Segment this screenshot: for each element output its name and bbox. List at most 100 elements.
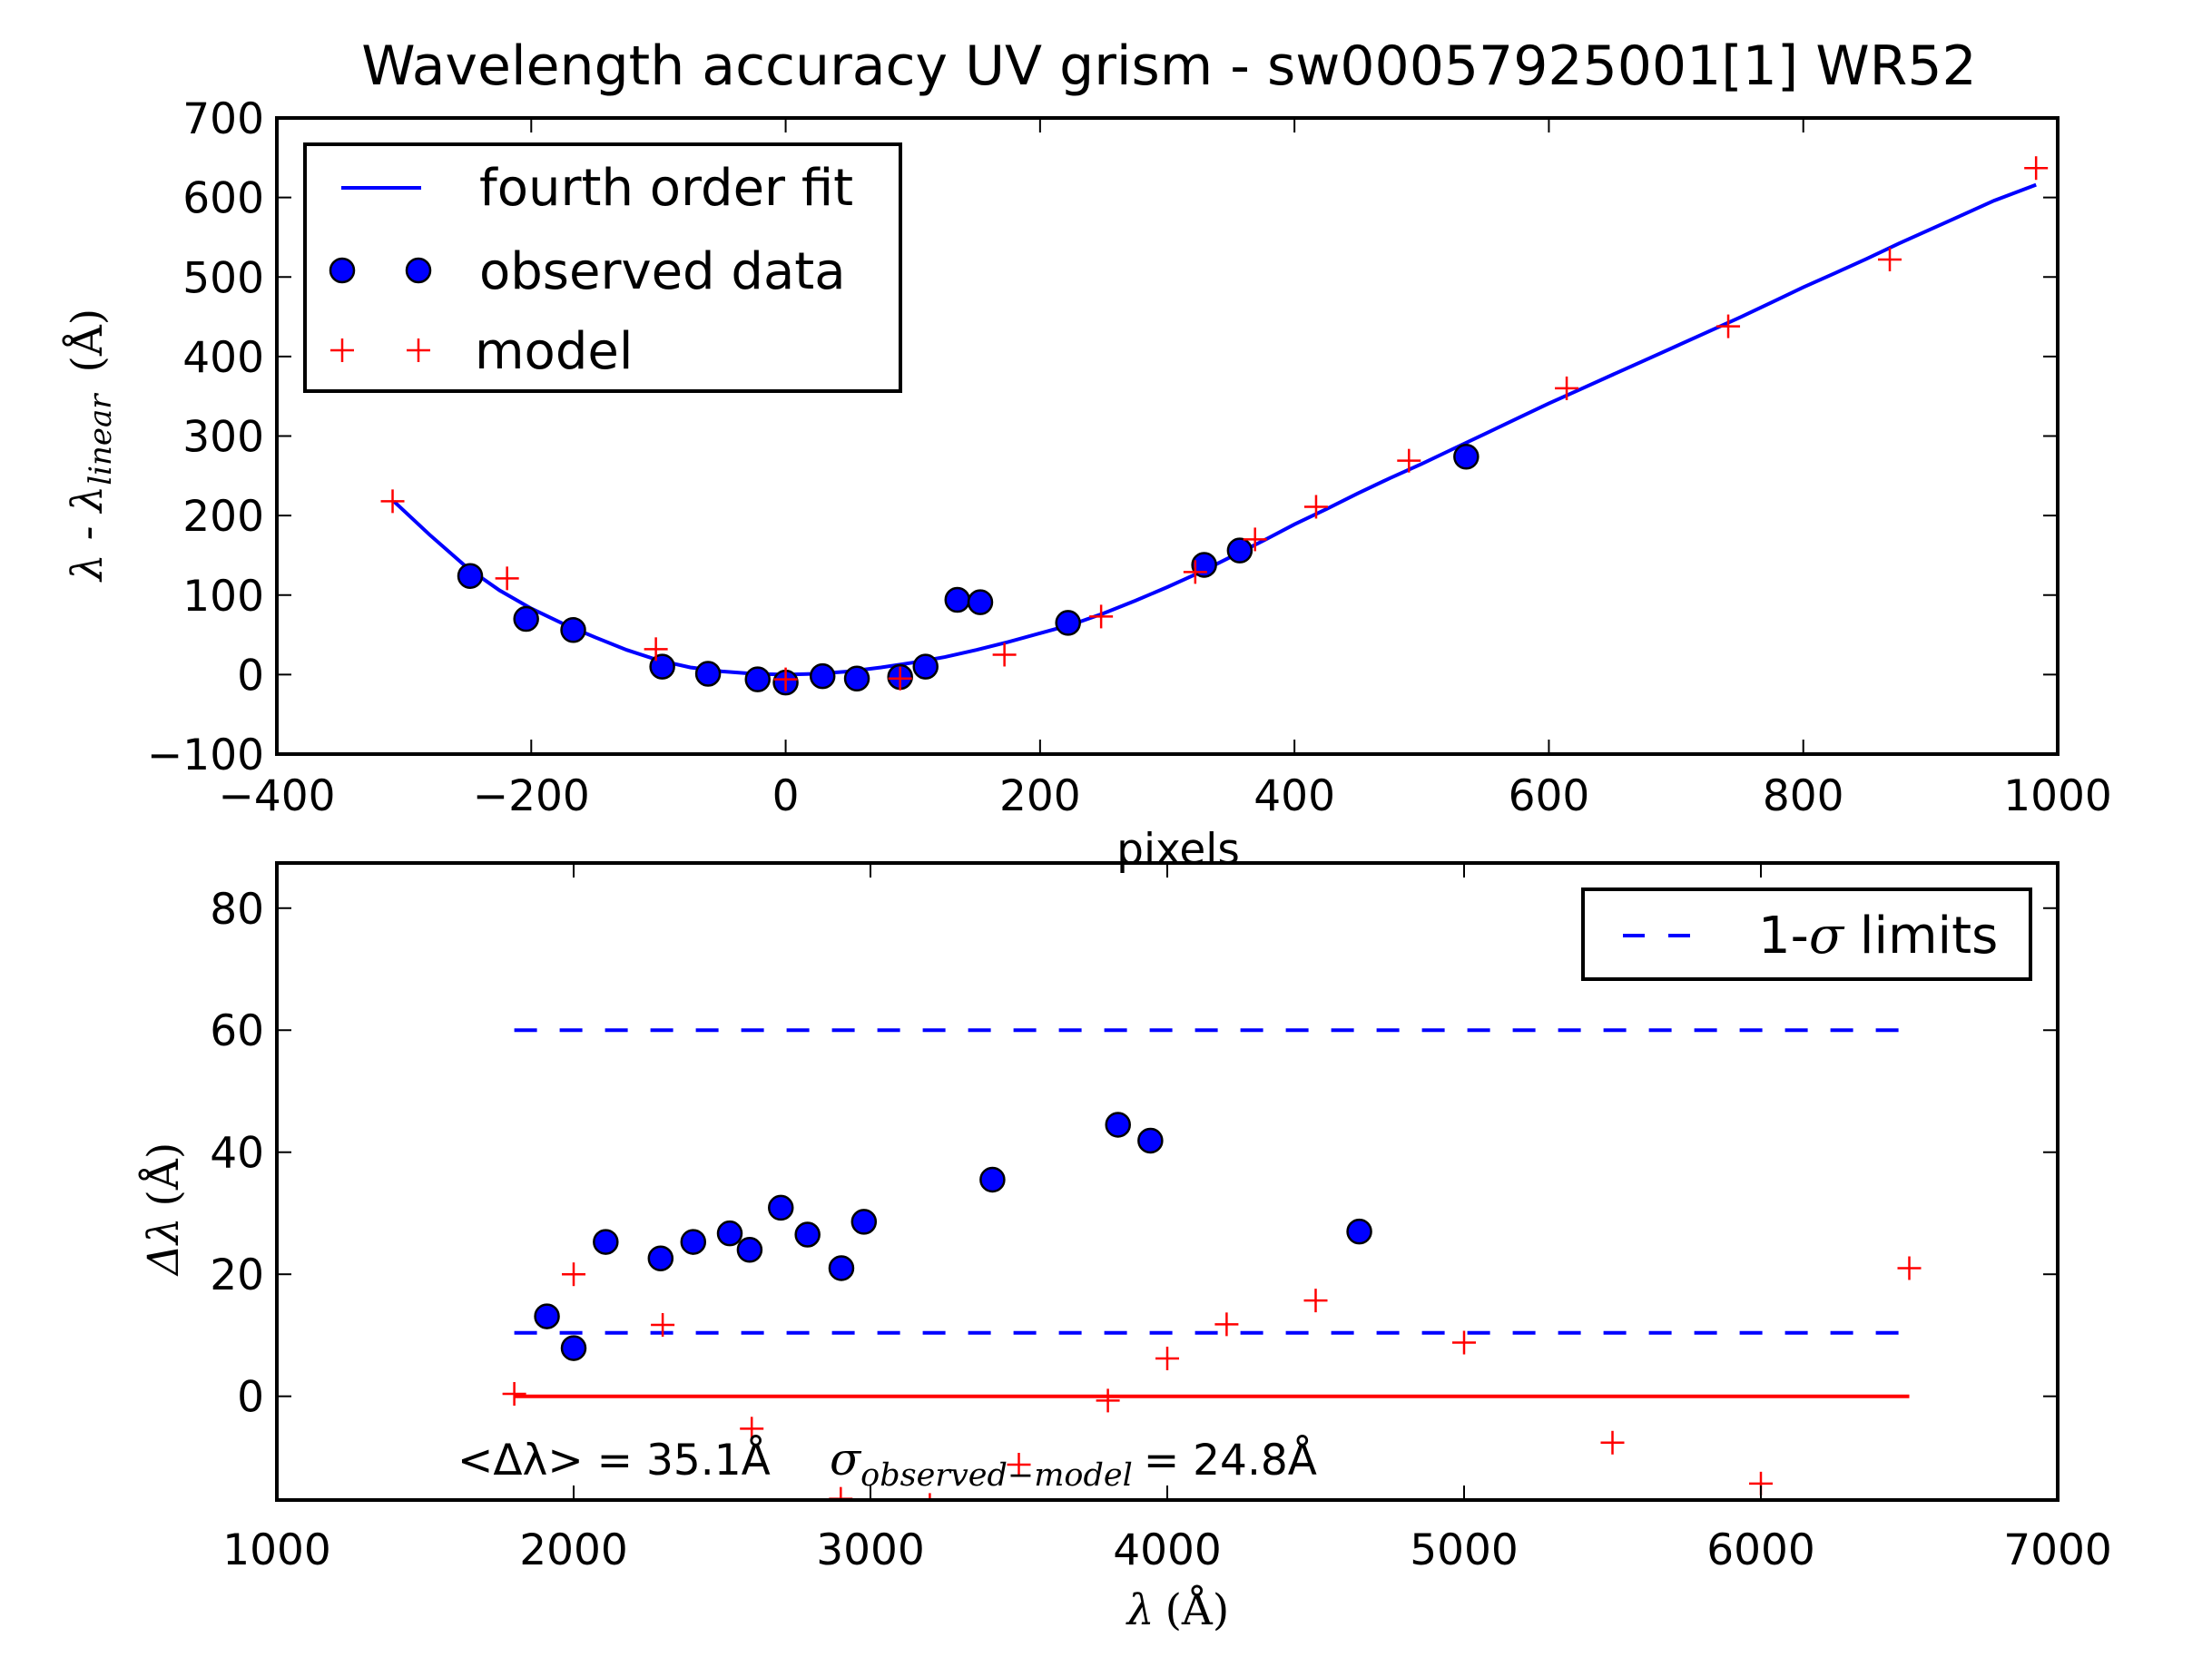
model-point <box>1716 314 1741 338</box>
top-y-label-unit: (Å) <box>62 309 113 373</box>
model-point <box>651 1313 675 1338</box>
legend-limits-sigma: σ <box>1809 907 1845 966</box>
x-tick-label: 7000 <box>2003 1525 2112 1575</box>
observed-point <box>649 653 675 680</box>
model-point <box>1007 1453 1031 1476</box>
observed-point <box>843 665 870 692</box>
bottom-x-axis-label: λ (Å) <box>1126 1584 1229 1635</box>
model-point <box>1096 1388 1120 1413</box>
top-plot-data <box>380 156 2049 696</box>
x-tick-label: 6000 <box>1706 1525 1815 1575</box>
model-point <box>1303 495 1328 519</box>
observed-point <box>828 1255 855 1281</box>
y-tick-label: 600 <box>182 174 264 224</box>
observed-point <box>534 1303 560 1329</box>
observed-point <box>680 1229 707 1255</box>
x-tick-label: 800 <box>1763 771 1844 821</box>
observed-point <box>1453 444 1480 470</box>
x-tick-label: 4000 <box>1113 1525 1222 1575</box>
y-tick-label: 700 <box>182 94 264 144</box>
observed-point <box>912 653 939 680</box>
observed-point <box>1055 610 1081 636</box>
top-x-axis-label: pixels <box>1116 825 1240 875</box>
observed-point <box>794 1221 821 1248</box>
x-tick-label: −200 <box>473 771 590 821</box>
y-tick-label: 60 <box>210 1006 264 1056</box>
legend-limits-suffix: limits <box>1843 907 1998 966</box>
observed-point <box>944 586 971 613</box>
observed-point <box>809 662 836 690</box>
legend-label-limits: 1-σ limits <box>1758 907 1998 966</box>
observed-point <box>513 605 539 632</box>
bottom-x-label-unit: (Å) <box>1165 1584 1230 1635</box>
model-point <box>2024 156 2049 181</box>
legend-limits-prefix: 1- <box>1758 907 1809 966</box>
x-tick-label: 5000 <box>1410 1525 1519 1575</box>
top-y-label-subscript: linear <box>83 393 119 485</box>
model-point <box>1397 448 1421 473</box>
observed-point <box>1346 1218 1372 1245</box>
bottom-y-axis-label: Δλ (Å) <box>138 1142 189 1277</box>
x-tick-label: 200 <box>999 771 1081 821</box>
legend-model-plus-icon <box>407 338 430 362</box>
x-tick-label: 3000 <box>816 1525 925 1575</box>
model-point <box>1155 1347 1179 1370</box>
bottom-y-label-main: Δλ <box>139 1217 189 1277</box>
legend-label-observed: observed data <box>479 242 846 301</box>
model-point <box>888 666 912 691</box>
legend-label-model: model <box>475 322 633 381</box>
model-point <box>1303 1289 1328 1313</box>
model-point <box>1600 1430 1625 1455</box>
top-y-axis-label: λ - λlinear (Å) <box>62 309 119 583</box>
y-tick-label: 0 <box>237 1373 264 1423</box>
bottom-y-tick-labels: 0 20 40 60 80 <box>210 885 264 1423</box>
observed-point <box>716 1220 743 1247</box>
observed-point <box>593 1229 619 1255</box>
model-point <box>1214 1312 1239 1337</box>
observed-point <box>736 1237 763 1263</box>
model-point <box>929 1493 931 1500</box>
bottom-x-tick-labels: 1000 2000 3000 4000 5000 6000 7000 <box>222 1525 2112 1575</box>
bottom-plot-data <box>502 1028 1922 1500</box>
observed-point <box>767 1194 794 1221</box>
y-tick-label: 20 <box>210 1250 264 1300</box>
model-point <box>495 566 519 591</box>
x-tick-label: 0 <box>772 771 800 821</box>
top-legend: fourth order fit observed data model <box>303 142 902 393</box>
model-points <box>380 156 2049 691</box>
model-point <box>740 1417 764 1441</box>
model-point <box>644 637 668 662</box>
observed-point <box>744 666 771 692</box>
x-tick-label: 1000 <box>2003 771 2112 821</box>
observed-point <box>979 1166 1006 1193</box>
mean-offset-annotation: <Δλ> = 35.1Å <box>457 1436 771 1486</box>
x-tick-label: 600 <box>1509 771 1590 821</box>
x-tick-label: 400 <box>1253 771 1335 821</box>
bottom-plot-frame <box>275 861 2060 1502</box>
x-tick-label: 2000 <box>519 1525 628 1575</box>
observed-point <box>1191 552 1217 578</box>
bottom-y-label-unit: (Å) <box>138 1142 189 1207</box>
observed-point <box>560 617 586 643</box>
observed-point <box>967 589 994 615</box>
observed-point <box>647 1245 674 1271</box>
sigma-subscript: observed−model <box>860 1457 1133 1494</box>
model-point <box>562 1262 585 1287</box>
bottom-legend: 1-σ limits <box>1581 887 2032 981</box>
top-x-tick-labels: −400 −200 0 200 400 600 800 1000 <box>218 771 2111 821</box>
observed-point <box>457 563 484 589</box>
model-point <box>502 1382 526 1406</box>
observed-point <box>1226 537 1253 564</box>
model-point <box>1243 527 1267 552</box>
x-tick-label: 1000 <box>222 1525 331 1575</box>
legend-observed-marker-icon <box>405 257 432 284</box>
observed-point <box>1137 1127 1164 1154</box>
x-tick-label: −400 <box>218 771 335 821</box>
model-point <box>1878 247 1902 271</box>
y-tick-label: 80 <box>210 885 264 935</box>
model-point <box>1452 1330 1476 1355</box>
model-point <box>992 642 1017 667</box>
top-y-tick-labels: −100 0 100 200 300 400 500 600 700 <box>147 94 264 780</box>
y-tick-label: 300 <box>182 413 264 463</box>
